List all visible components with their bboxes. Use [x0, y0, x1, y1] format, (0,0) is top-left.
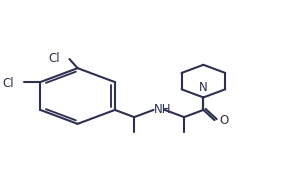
Text: N: N — [199, 81, 208, 94]
Text: NH: NH — [154, 103, 171, 116]
Text: O: O — [220, 114, 229, 127]
Text: Cl: Cl — [3, 77, 14, 89]
Text: Cl: Cl — [48, 52, 60, 65]
